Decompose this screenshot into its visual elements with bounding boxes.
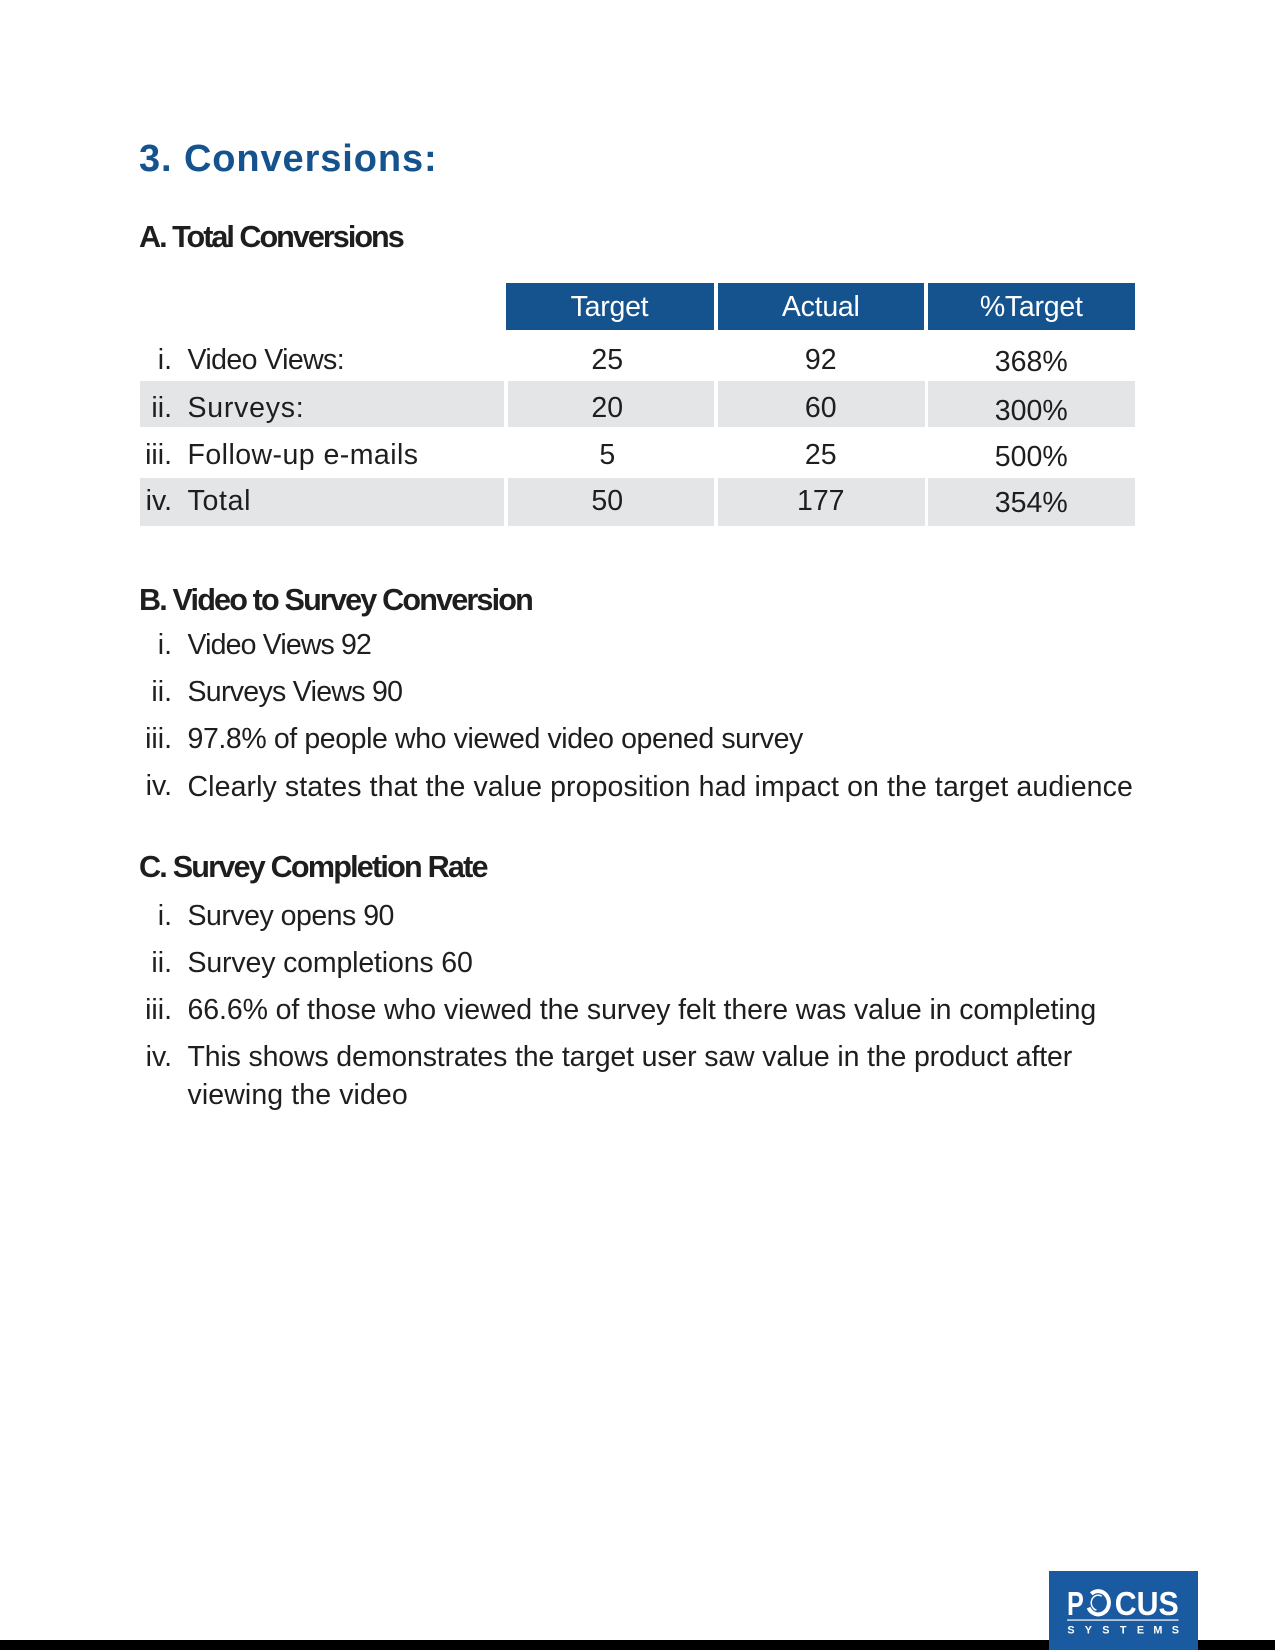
svg-text:S: S: [1102, 1624, 1109, 1636]
svg-text:P: P: [1067, 1585, 1084, 1622]
svg-text:S: S: [1172, 1624, 1179, 1636]
svg-text:E: E: [1137, 1624, 1144, 1636]
svg-text:T: T: [1120, 1624, 1127, 1636]
svg-text:S: S: [1067, 1624, 1074, 1636]
svg-text:CUS: CUS: [1115, 1585, 1179, 1622]
svg-text:Y: Y: [1085, 1624, 1093, 1636]
svg-text:M: M: [1153, 1624, 1162, 1636]
